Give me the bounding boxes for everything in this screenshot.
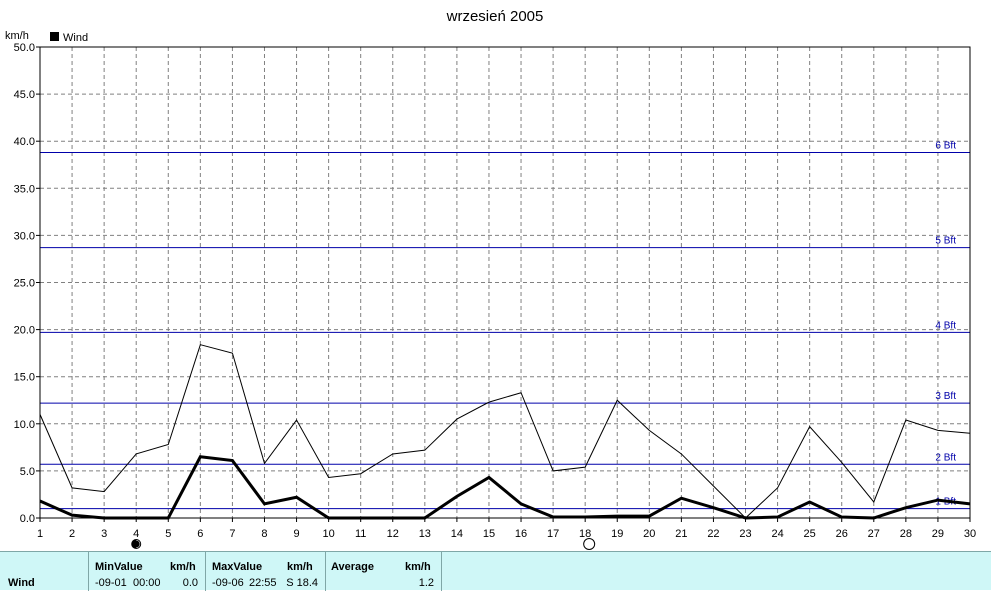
- x-tick-label: 25: [804, 528, 816, 540]
- legend-label: Wind: [63, 32, 88, 44]
- x-tick-label: 9: [293, 528, 299, 540]
- average-unit: km/h: [405, 561, 431, 573]
- x-tick-label: 27: [868, 528, 880, 540]
- stats-divider: [88, 552, 89, 591]
- y-tick-label: 5.0: [20, 466, 35, 478]
- x-tick-label: 3: [101, 528, 107, 540]
- max-value-unit: km/h: [287, 561, 313, 573]
- x-tick-label: 13: [419, 528, 431, 540]
- max-value-date: -09-06: [212, 577, 244, 589]
- y-tick-label: 30.0: [14, 230, 35, 242]
- min-value-unit: km/h: [170, 561, 196, 573]
- y-tick-label: 50.0: [14, 42, 35, 54]
- beaufort-label: 2 Bft: [935, 452, 956, 463]
- x-tick-label: 1: [37, 528, 43, 540]
- x-tick-label: 28: [900, 528, 912, 540]
- y-tick-label: 25.0: [14, 278, 35, 290]
- y-tick-label: 45.0: [14, 89, 35, 101]
- min-value-header: MinValue: [95, 561, 143, 573]
- legend-swatch: [50, 32, 59, 41]
- min-value-time: 00:00: [133, 577, 161, 589]
- x-tick-label: 14: [451, 528, 463, 540]
- y-tick-label: 40.0: [14, 136, 35, 148]
- x-tick-label: 16: [515, 528, 527, 540]
- x-tick-label: 24: [771, 528, 783, 540]
- x-tick-label: 30: [964, 528, 976, 540]
- min-value: 0.0: [183, 577, 198, 589]
- x-tick-label: 6: [197, 528, 203, 540]
- beaufort-label: 4 Bft: [935, 320, 956, 331]
- y-axis-unit: km/h: [5, 30, 29, 42]
- x-tick-label: 22: [707, 528, 719, 540]
- x-tick-label: 29: [932, 528, 944, 540]
- x-tick-label: 7: [229, 528, 235, 540]
- x-tick-label: 4: [133, 528, 139, 540]
- stats-divider: [325, 552, 326, 591]
- x-tick-label: 15: [483, 528, 495, 540]
- max-value-header: MaxValue: [212, 561, 262, 573]
- x-tick-label: 17: [547, 528, 559, 540]
- stats-divider: [205, 552, 206, 591]
- max-value-time: 22:55: [249, 577, 277, 589]
- average-value: 1.2: [419, 577, 434, 589]
- stats-row-label: Wind: [8, 577, 35, 589]
- beaufort-label: 3 Bft: [935, 391, 956, 402]
- x-tick-label: 19: [611, 528, 623, 540]
- y-tick-label: 35.0: [14, 183, 35, 195]
- x-tick-label: 8: [261, 528, 267, 540]
- beaufort-label: 6 Bft: [935, 141, 956, 152]
- x-tick-label: 21: [675, 528, 687, 540]
- y-tick-label: 0.0: [20, 513, 35, 525]
- x-tick-label: 23: [739, 528, 751, 540]
- max-value: S 18.4: [286, 577, 318, 589]
- new-moon-fill: [133, 541, 140, 548]
- stats-divider: [441, 552, 442, 591]
- x-tick-label: 20: [643, 528, 655, 540]
- x-tick-label: 5: [165, 528, 171, 540]
- chart-title: wrzesień 2005: [446, 8, 544, 25]
- x-tick-label: 10: [322, 528, 334, 540]
- x-tick-label: 26: [836, 528, 848, 540]
- x-tick-label: 12: [387, 528, 399, 540]
- y-tick-label: 15.0: [14, 372, 35, 384]
- min-value-date: -09-01: [95, 577, 127, 589]
- stats-bar: Wind MinValue km/h -09-01 00:00 0.0 MaxV…: [0, 551, 991, 590]
- x-tick-label: 11: [355, 528, 366, 540]
- average-header: Average: [331, 561, 374, 573]
- y-tick-label: 10.0: [14, 419, 35, 431]
- beaufort-label: 5 Bft: [935, 236, 956, 247]
- x-tick-label: 2: [69, 528, 75, 540]
- full-moon-icon: [584, 539, 595, 550]
- y-tick-label: 20.0: [14, 325, 35, 337]
